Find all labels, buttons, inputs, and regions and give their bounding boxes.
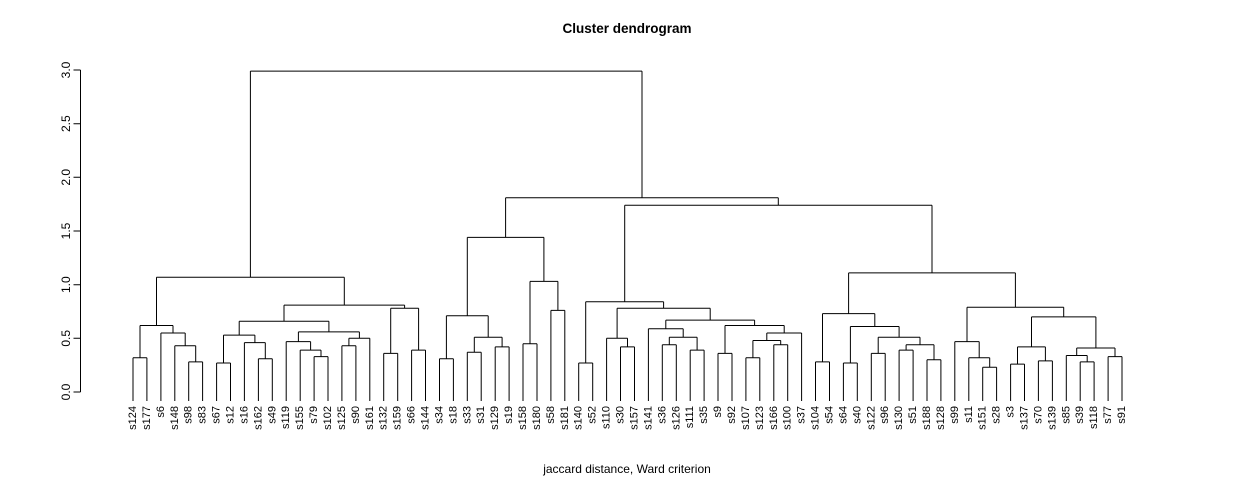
leaf-label-s36: s36 xyxy=(656,406,668,424)
tree-lines xyxy=(132,70,1123,401)
leaf-label-s130: s130 xyxy=(893,406,905,430)
leaf-labels: s124 s177 s6 s148 s98 s83 s67 s12 s16 s162 s49 s119… xyxy=(127,406,1128,430)
leaf-label-s6: s6 xyxy=(155,406,167,418)
leaf-label-s124: s124 xyxy=(127,406,139,430)
leaf-label-s66: s66 xyxy=(406,406,418,424)
leaf-label-s19: s19 xyxy=(503,406,515,424)
leaf-label-s161: s161 xyxy=(364,406,376,430)
leaf-label-s122: s122 xyxy=(865,406,877,430)
leaf-label-s96: s96 xyxy=(879,406,891,424)
leaf-label-s37: s37 xyxy=(796,406,808,424)
leaf-label-s30: s30 xyxy=(615,406,627,424)
leaf-label-s99: s99 xyxy=(949,406,961,424)
leaf-label-s79: s79 xyxy=(308,406,320,424)
leaf-label-s140: s140 xyxy=(573,406,585,430)
leaf-label-s118: s118 xyxy=(1088,406,1100,429)
y-tick-label-3.0: 3.0 xyxy=(59,61,73,78)
leaf-label-s11: s11 xyxy=(963,406,975,423)
leaf-label-s159: s159 xyxy=(392,406,404,430)
leaf-label-s77: s77 xyxy=(1102,406,1114,424)
leaf-label-s111: s111 xyxy=(684,406,696,428)
leaf-label-s31: s31 xyxy=(475,406,487,424)
x-axis-label: jaccard distance, Ward criterion xyxy=(542,462,711,476)
leaf-label-s110: s110 xyxy=(601,406,613,429)
leaf-label-s102: s102 xyxy=(322,406,334,430)
leaf-label-s139: s139 xyxy=(1046,406,1058,430)
leaf-label-s18: s18 xyxy=(447,406,459,424)
leaf-label-s35: s35 xyxy=(698,406,710,424)
leaf-label-s157: s157 xyxy=(629,406,641,430)
leaf-label-s90: s90 xyxy=(350,406,362,424)
leaf-label-s3: s3 xyxy=(1005,406,1017,418)
leaf-label-s54: s54 xyxy=(824,406,836,424)
leaf-label-s39: s39 xyxy=(1074,406,1086,424)
leaf-label-s181: s181 xyxy=(559,406,571,430)
leaf-label-s125: s125 xyxy=(336,406,348,430)
leaf-label-s51: s51 xyxy=(907,406,919,424)
y-tick-label-2.0: 2.0 xyxy=(59,169,73,186)
chart-title: Cluster dendrogram xyxy=(562,21,691,36)
y-tick-label-0.5: 0.5 xyxy=(59,330,73,347)
leaf-label-s148: s148 xyxy=(169,406,181,430)
leaf-label-s155: s155 xyxy=(294,406,306,430)
leaf-label-s126: s126 xyxy=(670,406,682,430)
leaf-label-s58: s58 xyxy=(545,406,557,424)
leaf-label-s12: s12 xyxy=(225,406,237,424)
y-tick-label-1.0: 1.0 xyxy=(59,276,73,293)
leaf-label-s188: s188 xyxy=(921,406,933,430)
leaf-label-s158: s158 xyxy=(517,406,529,430)
leaf-label-s98: s98 xyxy=(183,406,195,424)
leaf-label-s70: s70 xyxy=(1032,406,1044,424)
leaf-label-s128: s128 xyxy=(935,406,947,430)
leaf-label-s180: s180 xyxy=(531,406,543,430)
leaf-label-s85: s85 xyxy=(1060,406,1072,424)
leaf-label-s34: s34 xyxy=(434,406,446,424)
leaf-label-s137: s137 xyxy=(1019,406,1031,430)
y-axis: 0.0 0.5 1.0 1.5 2.0 2.5 3.0 xyxy=(59,61,81,400)
leaf-label-s83: s83 xyxy=(197,406,209,424)
leaf-label-s177: s177 xyxy=(141,406,153,430)
leaf-label-s9: s9 xyxy=(712,406,724,418)
leaf-label-s100: s100 xyxy=(782,406,794,430)
leaf-label-s92: s92 xyxy=(726,406,738,424)
leaf-label-s166: s166 xyxy=(768,406,780,430)
y-tick-label-2.5: 2.5 xyxy=(59,115,73,132)
leaf-label-s129: s129 xyxy=(489,406,501,430)
y-tick-label-1.5: 1.5 xyxy=(59,222,73,239)
leaf-label-s132: s132 xyxy=(378,406,390,430)
leaf-label-s107: s107 xyxy=(740,406,752,430)
leaf-label-s67: s67 xyxy=(211,406,223,424)
leaf-label-s52: s52 xyxy=(587,406,599,424)
leaf-label-s91: s91 xyxy=(1116,406,1128,424)
leaf-label-s64: s64 xyxy=(837,406,849,424)
y-axis-line xyxy=(73,69,81,393)
leaf-label-s151: s151 xyxy=(977,406,989,430)
leaf-label-s104: s104 xyxy=(810,406,822,430)
leaf-label-s123: s123 xyxy=(754,406,766,430)
leaf-label-s49: s49 xyxy=(266,406,278,424)
leaf-label-s16: s16 xyxy=(238,406,250,424)
leaf-label-s40: s40 xyxy=(851,406,863,424)
leaf-label-s119: s119 xyxy=(280,406,292,429)
dendrogram-lines xyxy=(132,70,1123,401)
leaf-label-s33: s33 xyxy=(461,406,473,424)
leaf-label-s162: s162 xyxy=(252,406,264,430)
leaf-label-s144: s144 xyxy=(420,406,432,430)
y-tick-label-0.0: 0.0 xyxy=(59,383,73,400)
leaf-label-s28: s28 xyxy=(991,406,1003,424)
leaf-label-s141: s141 xyxy=(642,406,654,430)
